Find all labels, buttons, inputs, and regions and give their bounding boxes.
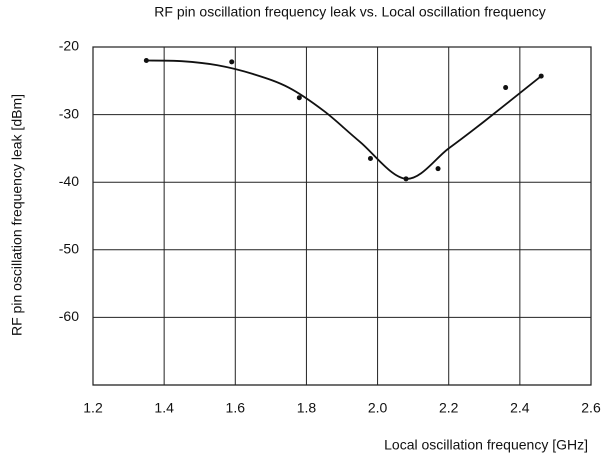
data-point — [229, 59, 235, 65]
data-point — [435, 166, 441, 172]
x-tick-label: 2.4 — [510, 400, 530, 416]
y-tick-label: -40 — [59, 173, 79, 189]
x-tick-label: 1.8 — [297, 400, 317, 416]
data-point — [296, 95, 302, 101]
x-tick-label: 2.0 — [368, 400, 388, 416]
y-tick-label: -60 — [59, 308, 79, 324]
x-tick-label: 2.2 — [439, 400, 459, 416]
y-tick-label: -20 — [59, 38, 79, 54]
data-point — [367, 156, 373, 162]
x-axis-label: Local oscillation frequency [GHz] — [384, 437, 588, 453]
y-tick-label: -50 — [59, 241, 79, 257]
x-tick-label: 1.6 — [226, 400, 246, 416]
fit-line — [146, 59, 542, 180]
y-tick-label: -30 — [59, 105, 79, 121]
x-tick-label: 1.2 — [83, 400, 103, 416]
x-tick-label: 1.4 — [154, 400, 174, 416]
x-tick-label: 2.6 — [581, 400, 601, 416]
chart-title: RF pin oscillation frequency leak vs. Lo… — [154, 4, 545, 20]
y-axis-label: RF pin oscillation frequency leak [dBm] — [9, 94, 25, 336]
plot-frame — [92, 46, 592, 386]
data-point — [503, 85, 509, 91]
